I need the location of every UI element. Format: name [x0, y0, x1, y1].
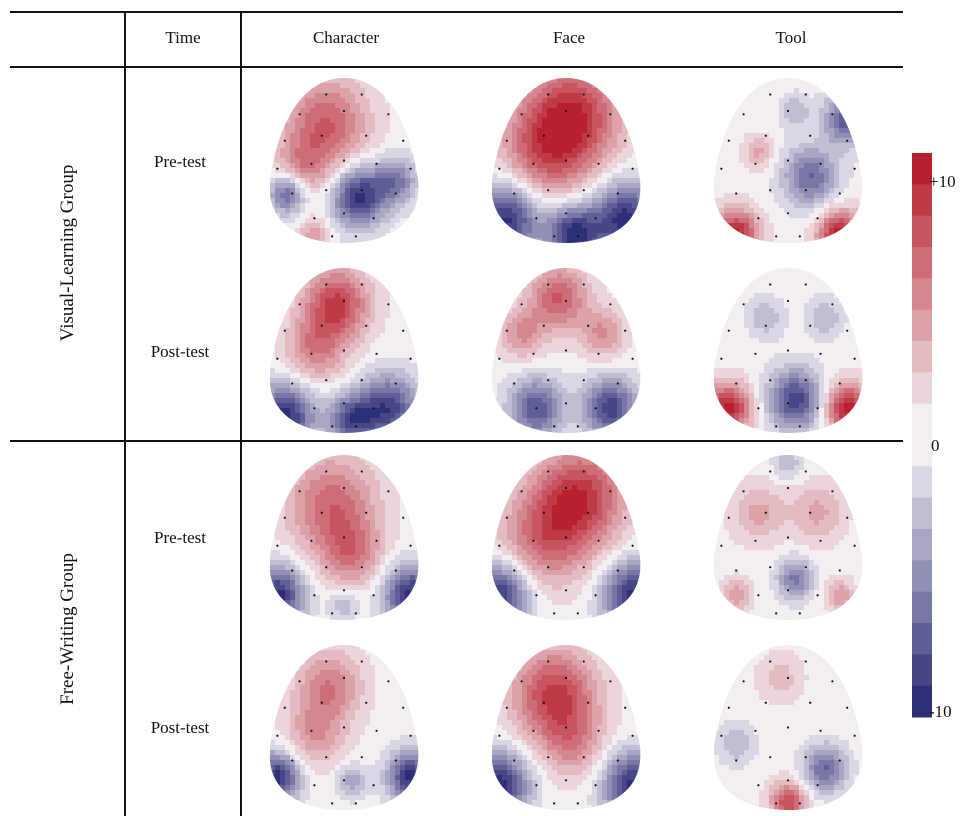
- topomap-r2-c2: [492, 268, 641, 433]
- time-label-vl-post: Post-test: [150, 342, 210, 361]
- colorbar-segment: [912, 560, 932, 593]
- topomap-r1-c1: [270, 78, 419, 243]
- top-rule: [10, 11, 903, 13]
- group-separator: [10, 440, 903, 442]
- topomap-r2-c3: [714, 268, 863, 433]
- colorbar-segment: [912, 372, 932, 405]
- colorbar-segment: [912, 435, 932, 467]
- colorbar-segment: [912, 184, 932, 217]
- topomap-r3-c1: [270, 455, 419, 620]
- colorbar-segment: [912, 215, 932, 248]
- colorbar: [912, 153, 932, 718]
- header-time: Time: [165, 28, 201, 47]
- colorbar-segment: [912, 623, 932, 655]
- colorbar-max-label: +10: [929, 172, 956, 191]
- time-label-fw-pre: Pre-test: [154, 528, 206, 547]
- topomap-r2-c1: [270, 268, 419, 433]
- time-column-rule: [240, 11, 242, 816]
- colorbar-segment: [912, 466, 932, 499]
- colorbar-segment: [912, 497, 932, 530]
- topomap-r4-c1: [270, 645, 419, 810]
- group-column-rule: [124, 11, 126, 816]
- topomap-r3-c2: [492, 455, 641, 620]
- colorbar-segment: [912, 247, 932, 279]
- topomap-r1-c2: [492, 78, 641, 243]
- colorbar-segment: [912, 309, 932, 342]
- colorbar-segment: [912, 654, 932, 687]
- time-label-fw-post: Post-test: [150, 718, 210, 737]
- colorbar-segment: [912, 403, 932, 436]
- colorbar-segment: [912, 591, 932, 624]
- colorbar-segment: [912, 685, 932, 718]
- time-label-vl-pre: Pre-test: [154, 152, 206, 171]
- colorbar-segment: [912, 341, 932, 373]
- header-rule: [10, 66, 903, 68]
- header-character: Character: [312, 28, 380, 47]
- topomap-r4-c3: [714, 645, 863, 810]
- colorbar-segment: [912, 278, 932, 311]
- colorbar-segment: [912, 153, 932, 185]
- colorbar-zero-label: 0: [931, 436, 940, 455]
- topomap-r4-c2: [492, 645, 641, 810]
- colorbar-segment: [912, 529, 932, 561]
- colorbar-min-label: -10: [929, 702, 952, 721]
- topomap-r3-c3: [714, 455, 863, 620]
- topomap-r1-c3: [714, 78, 863, 243]
- header-face: Face: [552, 28, 586, 47]
- header-tool: Tool: [775, 28, 807, 47]
